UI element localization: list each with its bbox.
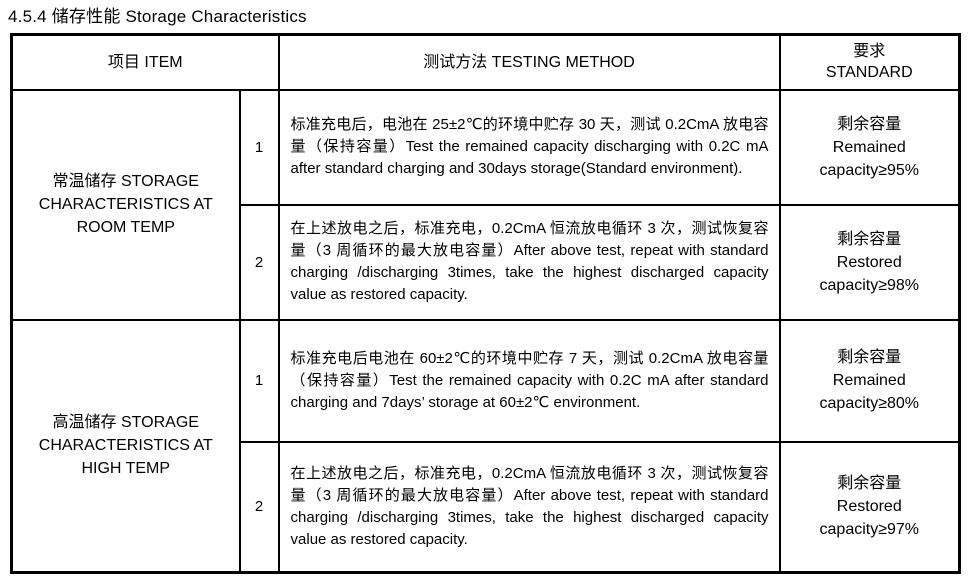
standard-line: Restored <box>836 253 902 271</box>
table-row: 2 在上述放电之后，标准充电，0.2CmA 恒流放电循环 3 次，测试恢复容量（… <box>12 440 961 574</box>
header-standard-cn: 要求 <box>853 43 886 61</box>
standard-line: 剩余容量 <box>837 349 902 366</box>
standard-line: capacity≥97% <box>819 521 920 539</box>
header-item: 项目 ITEM <box>10 33 280 91</box>
standard-line: Restored <box>836 498 902 516</box>
row-number: 1 <box>238 88 280 206</box>
method-cell-high-temp-1: 标准充电后电池在 60±2℃的环境中贮存 7 天，测试 0.2CmA 放电容量（… <box>277 318 781 443</box>
header-testing-method: 测试方法 TESTING METHOD <box>277 33 781 91</box>
row-number: 2 <box>238 203 280 321</box>
standard-cell-room-temp-2: 剩余容量 Restored capacity≥98% <box>778 203 961 321</box>
standard-line: Remained <box>832 138 906 156</box>
table-row: 2 在上述放电之后，标准充电，0.2CmA 恒流放电循环 3 次，测试恢复容量（… <box>12 203 961 321</box>
item-cell-room-temp: 常温储存 STORAGE CHARACTERISTICS AT ROOM TEM… <box>10 88 241 321</box>
item-cell-high-temp: 高温储存 STORAGE CHARACTERISTICS AT HIGH TEM… <box>10 318 241 574</box>
standard-line: Remained <box>832 372 906 389</box>
table-header-row: 项目 ITEM 测试方法 TESTING METHOD 要求 STANDARD <box>10 33 961 91</box>
method-cell-room-temp-1: 标准充电后，电池在 25±2℃的环境中贮存 30 天，测试 0.2CmA 放电容… <box>277 88 781 206</box>
section-title: 4.5.4 储存性能 Storage Characteristics <box>8 7 307 26</box>
standard-line: capacity≥95% <box>819 161 920 179</box>
table-row: 高温储存 STORAGE CHARACTERISTICS AT HIGH TEM… <box>10 318 961 574</box>
standard-line: 剩余容量 <box>837 475 902 493</box>
standard-cell-high-temp-1: 剩余容量 Remained capacity≥80% <box>778 318 961 443</box>
row-number: 2 <box>238 440 280 574</box>
standard-line: capacity≥98% <box>819 276 920 294</box>
row-number: 1 <box>238 318 280 443</box>
standard-cell-high-temp-2: 剩余容量 Restored capacity≥97% <box>778 440 961 574</box>
storage-characteristics-table: 项目 ITEM 测试方法 TESTING METHOD 要求 STANDARD … <box>10 33 962 574</box>
header-standard: 要求 STANDARD <box>778 33 961 91</box>
standard-line: capacity≥80% <box>819 395 920 412</box>
standard-cell-room-temp-1: 剩余容量 Remained capacity≥95% <box>778 88 961 206</box>
header-standard-en: STANDARD <box>825 64 913 82</box>
standard-line: 剩余容量 <box>837 230 902 248</box>
method-cell-high-temp-2: 在上述放电之后，标准充电，0.2CmA 恒流放电循环 3 次，测试恢复容量（3 … <box>277 440 781 574</box>
standard-line: 剩余容量 <box>837 115 902 133</box>
method-cell-room-temp-2: 在上述放电之后，标准充电，0.2CmA 恒流放电循环 3 次，测试恢复容量（3 … <box>277 203 781 321</box>
table-row: 常温储存 STORAGE CHARACTERISTICS AT ROOM TEM… <box>10 88 961 321</box>
